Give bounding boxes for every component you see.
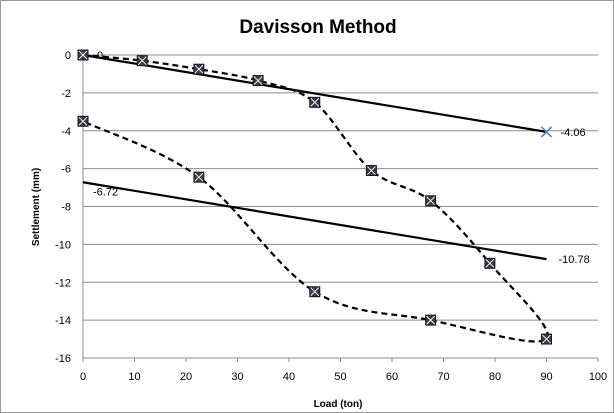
chart-title: Davisson Method [239, 17, 396, 38]
data-point-0 [77, 49, 89, 61]
series-layer [82, 53, 549, 343]
marker-cross [253, 76, 263, 85]
x-tick-label: 40 [283, 371, 295, 383]
data-point-7 [484, 257, 496, 269]
marker-cross [426, 315, 435, 325]
x-tick-label: 90 [540, 371, 552, 383]
series-line-0 [82, 53, 549, 343]
data-point-3 [252, 75, 264, 87]
data-point-10 [309, 286, 321, 298]
y-axis-title: Settlement (mm) [31, 168, 42, 246]
y-tick-label: -8 [61, 202, 71, 214]
x-tick-label: 50 [334, 371, 346, 383]
annotation-label: -6.72 [93, 186, 118, 198]
marker-cross [78, 116, 88, 126]
intersection-marker [540, 126, 553, 138]
x-tick-label: 10 [128, 371, 140, 383]
marker-cross [367, 166, 376, 175]
annotation-label: -10.78 [559, 254, 590, 266]
annotation-layer: 0 -4.06 -6.72 -10.78 [93, 50, 590, 266]
y-tick-label: -10 [55, 239, 71, 251]
data-point-8 [541, 333, 552, 345]
marker-cross [310, 287, 320, 297]
data-point-1 [136, 55, 148, 67]
y-tick-label: 0 [65, 50, 71, 62]
y-tick-label: -16 [55, 353, 71, 365]
x-tick-label: 100 [589, 371, 607, 383]
marker-cross [194, 64, 204, 74]
x-tick-label: 60 [386, 371, 398, 383]
marker-cross [194, 172, 204, 182]
data-point-6 [425, 195, 437, 207]
marker-layer [77, 49, 553, 345]
y-tick-label: -6 [61, 164, 71, 176]
annotation-label: -4.06 [561, 127, 586, 139]
x-tick-label: 80 [489, 371, 501, 383]
series-line-2 [82, 181, 547, 261]
y-tick-label: -14 [55, 315, 71, 327]
x-tick-label: 70 [437, 371, 449, 383]
marker-cross [78, 50, 88, 60]
marker-cross [542, 334, 551, 344]
x-axis-title: Load (ton) [314, 399, 363, 410]
marker-cross [426, 196, 435, 206]
marker-cross [310, 98, 320, 107]
grid [83, 54, 598, 321]
series-line-1 [82, 53, 547, 133]
data-point-5 [365, 165, 377, 177]
x-tick-label: 20 [180, 371, 192, 383]
marker-cross [137, 56, 147, 65]
data-point-2 [193, 63, 205, 75]
data-point-4 [309, 96, 321, 108]
data-point-11 [193, 171, 205, 183]
y-tick-label: -4 [61, 126, 71, 138]
data-point-12 [77, 115, 89, 127]
x-tick-label: 30 [231, 371, 243, 383]
x-tick-label: 0 [80, 371, 86, 383]
axes [82, 55, 599, 362]
marker-cross [485, 258, 495, 268]
data-point-9 [425, 314, 437, 326]
y-tick-label: -2 [61, 88, 71, 100]
y-tick-label: -12 [55, 277, 71, 289]
tick-layer: 0 -2 -4 -6 -8 -10 -12 -14 -16 0 10 20 30 40 50 60 70 80 90… [55, 50, 607, 383]
annotation-label: 0 [97, 50, 103, 62]
